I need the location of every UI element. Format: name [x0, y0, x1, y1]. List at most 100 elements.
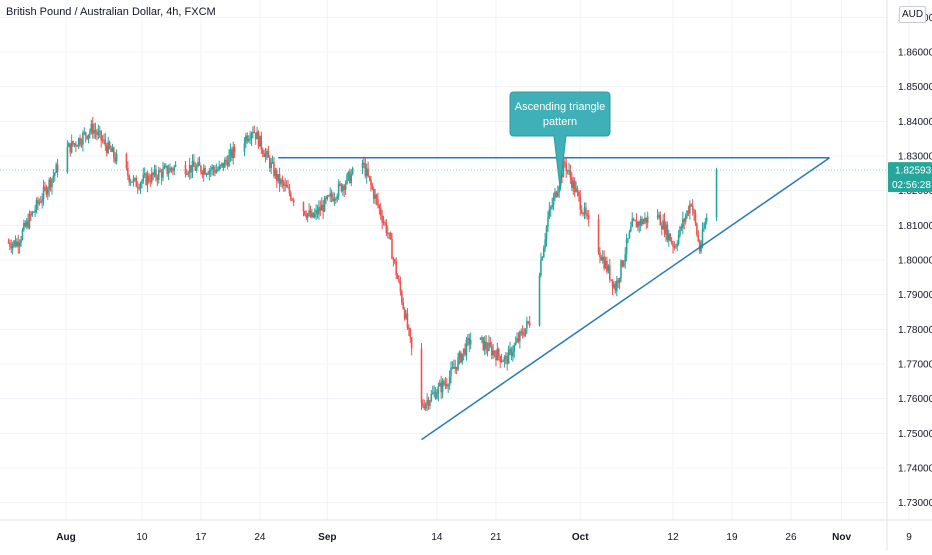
candle-body	[101, 140, 104, 142]
trendlines[interactable]	[278, 156, 830, 441]
candle-body	[247, 139, 250, 141]
candle-body	[97, 131, 100, 135]
candle-body	[323, 197, 326, 212]
currency-button[interactable]: AUD	[899, 6, 926, 23]
candle-body	[56, 164, 59, 173]
candle-body	[319, 207, 322, 211]
candle-body	[205, 173, 208, 175]
candle-body	[429, 400, 431, 406]
candle-body	[275, 170, 278, 181]
candle-body	[469, 339, 472, 345]
candle-body	[697, 234, 700, 242]
candle-body	[374, 194, 376, 199]
candle-body	[579, 196, 582, 210]
candle-body	[232, 146, 235, 159]
x-tick-label: 24	[254, 532, 266, 543]
candle-body	[76, 145, 79, 147]
candle-body	[271, 162, 274, 164]
candle-body	[77, 138, 80, 147]
candle-body	[551, 204, 553, 208]
candle-body	[496, 348, 499, 361]
candle-body	[113, 147, 115, 158]
candle-body	[153, 169, 156, 176]
candle-body	[641, 219, 643, 224]
y-tick-label: 1.78000	[898, 325, 932, 336]
candle-body	[427, 400, 430, 406]
candle-body	[562, 161, 565, 178]
candle-body	[582, 213, 584, 215]
candle-body	[583, 207, 586, 215]
candle-body	[114, 157, 117, 162]
candle-body	[628, 231, 631, 239]
candle-body	[32, 211, 35, 213]
candle-body	[665, 224, 667, 235]
candle-body	[309, 210, 312, 217]
candle-body	[608, 265, 611, 280]
candle-body	[156, 177, 159, 180]
candle-body	[162, 168, 164, 178]
support-trendline[interactable]	[421, 157, 830, 441]
candle-body	[148, 175, 150, 182]
candle-body	[266, 150, 268, 154]
candle-body	[70, 141, 73, 153]
candle-body	[575, 188, 577, 193]
candle-body	[377, 198, 379, 206]
candle-body	[468, 338, 471, 345]
candle-body	[382, 222, 385, 224]
candle-body	[83, 132, 86, 134]
candle-body	[361, 162, 364, 168]
candle-body	[306, 213, 309, 218]
candle-body	[479, 337, 482, 340]
candle-body	[364, 163, 367, 177]
candle-body	[312, 212, 315, 218]
time-axis[interactable]: Aug 10 17 24 Sep 14 21 Oct 12 19 26 Nov 9	[0, 519, 932, 543]
candle-body	[365, 168, 368, 177]
candle-body	[632, 218, 635, 221]
candle-body	[617, 280, 619, 283]
candle-body	[677, 234, 680, 244]
candle-body	[638, 221, 641, 226]
candle-body	[436, 394, 438, 399]
candle-body	[503, 357, 506, 362]
candle-body	[155, 169, 157, 178]
candle-body	[489, 342, 492, 347]
candle-body	[68, 143, 70, 147]
candle-body	[105, 145, 108, 153]
candle-body	[35, 199, 38, 211]
callout-bubble[interactable]	[509, 91, 611, 189]
candle-body	[267, 150, 270, 158]
candle-body	[618, 277, 621, 283]
candle-body	[31, 211, 34, 216]
candle-body	[190, 165, 192, 173]
candle-body	[406, 313, 409, 328]
candle-body	[115, 154, 118, 162]
candle-body	[160, 171, 163, 178]
annotation-callout[interactable]: Ascending triangle pattern	[509, 91, 611, 189]
candle-body	[420, 348, 423, 404]
x-tick-label: 17	[195, 532, 207, 543]
candle-body	[680, 226, 683, 229]
candle-body	[513, 344, 516, 353]
candle-body	[73, 143, 76, 145]
candle-body	[669, 233, 671, 241]
last-price-tag: 1.82593 02:56:28	[888, 162, 932, 193]
candle-body	[111, 147, 114, 152]
candle-body	[451, 367, 454, 369]
candle-body	[334, 198, 337, 200]
candle-body	[554, 191, 556, 198]
candle-body	[11, 243, 14, 249]
candle-body	[627, 238, 629, 240]
candle-body	[138, 187, 140, 189]
candle-body	[337, 183, 340, 196]
candle-body	[127, 168, 129, 176]
y-tick-label: 1.79000	[898, 290, 932, 301]
y-tick-label: 1.73000	[898, 498, 932, 509]
candle-body	[132, 178, 135, 183]
y-tick-label: 1.81000	[898, 221, 932, 232]
candle-body	[224, 159, 226, 168]
candle-body	[556, 192, 559, 197]
candle-body	[330, 193, 333, 198]
candle-body	[243, 143, 246, 152]
